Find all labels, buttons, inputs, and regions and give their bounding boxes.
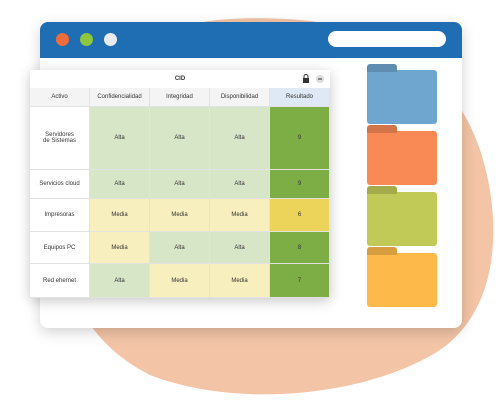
cell: Red ehernet [30, 264, 90, 298]
cell: Media [90, 199, 150, 232]
folder-blue[interactable] [367, 70, 437, 124]
cell: Servicios cloud [30, 170, 90, 199]
table-card: CID Activo Confidencialidad Integridad D… [30, 70, 330, 298]
minimize-button[interactable] [104, 33, 117, 46]
cell: Alta [90, 170, 150, 199]
cell: Alta [90, 107, 150, 170]
result-cell: 6 [270, 199, 330, 232]
folder-orange[interactable] [367, 131, 437, 185]
header-cell: Disponibilidad [210, 88, 270, 107]
maximize-button[interactable] [80, 33, 93, 46]
result-cell: 9 [270, 170, 330, 199]
title-bar [40, 22, 462, 58]
folder-green[interactable] [367, 192, 437, 246]
result-cell: 7 [270, 264, 330, 298]
cell: Alta [90, 264, 150, 298]
card-icons [303, 74, 324, 83]
cell: Impresoras [30, 199, 90, 232]
close-button[interactable] [56, 33, 69, 46]
search-bar[interactable] [328, 31, 446, 47]
header-cell: Activo [30, 88, 90, 107]
cell: Media [210, 264, 270, 298]
header-cell: Confidencialidad [90, 88, 150, 107]
card-title: CID [30, 70, 330, 89]
cell: Alta [210, 170, 270, 199]
cell: Media [150, 264, 210, 298]
cell: Media [150, 199, 210, 232]
cell: Media [210, 199, 270, 232]
folder-yellow[interactable] [367, 253, 437, 307]
result-cell: 8 [270, 232, 330, 264]
cell: Media [90, 232, 150, 264]
cell: Servidores de Sistemas [30, 107, 90, 170]
cell: Alta [210, 232, 270, 264]
result-cell: 9 [270, 107, 330, 170]
table: Activo Confidencialidad Integridad Dispo… [30, 88, 330, 298]
header-cell: Integridad [150, 88, 210, 107]
cell: Alta [150, 232, 210, 264]
header-cell: Resultado [270, 88, 330, 107]
cell: Alta [150, 107, 210, 170]
cell: Equipos PC [30, 232, 90, 264]
cell: Alta [150, 170, 210, 199]
cell: Alta [210, 107, 270, 170]
